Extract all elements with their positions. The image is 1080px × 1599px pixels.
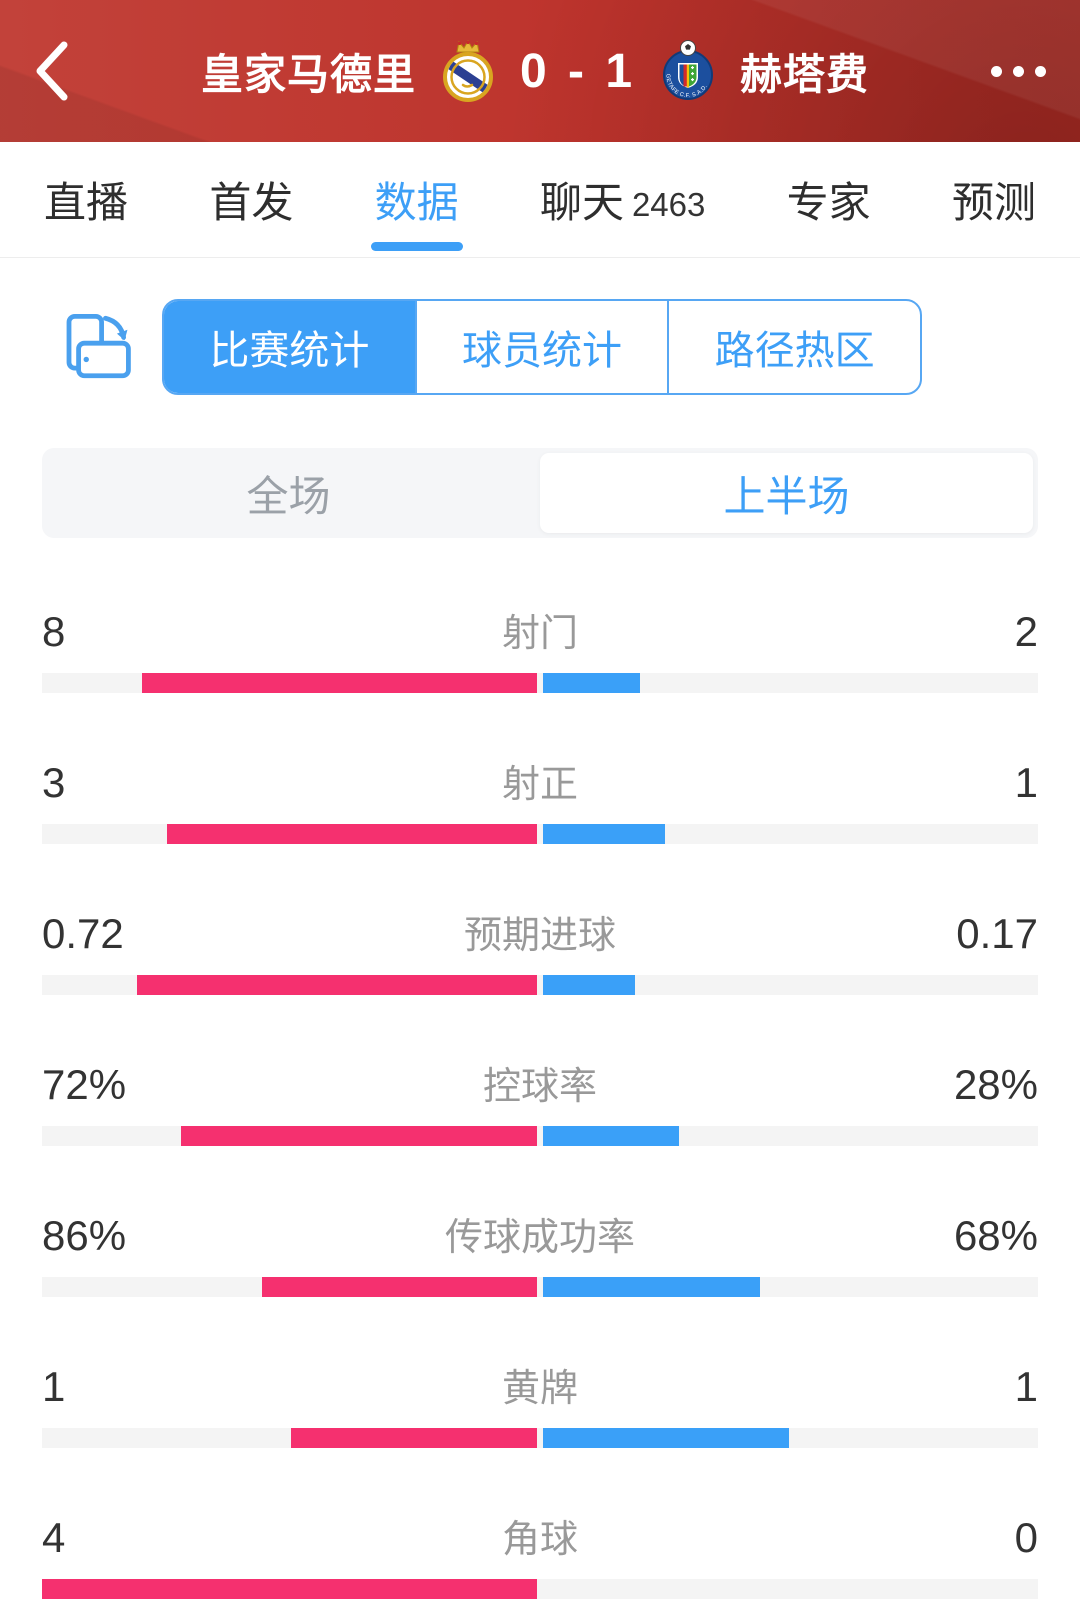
stat-away-value: 1 — [1014, 1363, 1039, 1410]
tab-6[interactable]: 预测 — [952, 142, 1036, 257]
more-dot-icon — [1013, 65, 1024, 77]
period-option-2[interactable]: 上半场 — [540, 453, 1033, 533]
back-icon — [36, 41, 68, 101]
stat-bar-track — [42, 1579, 1038, 1599]
stat-away-value: 68% — [953, 1212, 1039, 1259]
tab-label: 预测 — [951, 179, 1036, 226]
period-option-1[interactable]: 全场 — [246, 472, 331, 520]
stats-list: 8 射门 2 3 射正 1 0.72 预期进球 0.17 72% 控球率 28% 86% 传球成功率 68%… — [0, 602, 1080, 1599]
tab-label: 数据 — [374, 179, 459, 226]
stat-away-value: 0 — [1014, 1514, 1039, 1561]
tab-4[interactable]: 聊天 2463 — [540, 142, 705, 257]
stat-bar-track — [42, 1126, 1038, 1146]
tab-label: 专家 — [786, 179, 871, 226]
tab-label: 首发 — [209, 179, 294, 226]
stat-bar-home — [166, 824, 537, 844]
period-toggle: 全场 上半场 — [42, 448, 1038, 538]
stat-bar-track — [42, 975, 1038, 995]
rotate-screen-icon — [66, 313, 131, 379]
stat-tab-group: 比赛统计 球员统计 路径热区 — [162, 299, 922, 395]
home-team-badge — [442, 39, 493, 102]
stat-label: 射门 — [502, 613, 579, 655]
stat-bar-away — [543, 1277, 760, 1297]
stat-row-3: 0.72 预期进球 0.17 — [42, 904, 1038, 995]
stat-away-value: 1 — [1014, 759, 1039, 806]
stat-label: 射正 — [502, 764, 579, 806]
stat-label: 角球 — [502, 1519, 579, 1561]
tab-label: 聊天 — [539, 179, 624, 226]
stat-bar-home — [141, 673, 537, 693]
stat-bar-track — [42, 1277, 1038, 1297]
stat-bar-track — [42, 673, 1038, 693]
stat-label: 黄牌 — [502, 1368, 579, 1410]
tab-3[interactable]: 数据 — [370, 142, 463, 257]
match-score: 0 - 1 — [519, 44, 637, 98]
tab-bar: 直播 首发 数据 聊天 2463 专家 预测 — [0, 142, 1080, 258]
stat-bar-home — [181, 1126, 537, 1146]
stat-row-4: 72% 控球率 28% — [42, 1055, 1038, 1146]
stat-bar-away — [543, 1126, 680, 1146]
stat-line: 1 黄牌 1 — [42, 1357, 1038, 1412]
more-options-button[interactable] — [976, 31, 1046, 111]
stat-home-value: 86% — [42, 1212, 127, 1259]
stat-home-value: 8 — [42, 608, 66, 655]
stat-bar-track — [42, 1428, 1038, 1448]
stat-line: 4 角球 0 — [42, 1508, 1038, 1563]
stat-tab-3[interactable]: 路径热区 — [667, 301, 920, 393]
stat-away-value: 0.17 — [956, 910, 1039, 957]
away-team-name: 赫塔费 — [740, 50, 870, 98]
stat-row-2: 3 射正 1 — [42, 753, 1038, 844]
stat-bar-track — [42, 824, 1038, 844]
stat-home-value: 0.72 — [42, 910, 124, 957]
stat-away-value: 28% — [953, 1061, 1039, 1108]
stat-bar-away — [543, 975, 636, 995]
more-dot-icon — [991, 65, 1002, 77]
away-team-badge: GETAFE C.F. S.A.D. — [663, 40, 714, 100]
stat-line: 72% 控球率 28% — [42, 1055, 1038, 1110]
stat-bar-away — [543, 824, 665, 844]
back-button[interactable] — [34, 31, 94, 111]
active-tab-underline — [370, 242, 463, 251]
stat-away-value: 2 — [1014, 608, 1039, 655]
stat-line: 0.72 预期进球 0.17 — [42, 904, 1038, 959]
stat-tabs-row: 比赛统计 球员统计 路径热区 — [42, 299, 1038, 395]
stat-row-1: 8 射门 2 — [42, 602, 1038, 693]
more-dot-icon — [1035, 65, 1046, 77]
stat-bar-home — [291, 1428, 537, 1448]
stat-tab-1[interactable]: 比赛统计 — [164, 301, 415, 393]
scoreboard: 皇家马德里 0 - 1 — [94, 39, 976, 103]
stat-label: 传球成功率 — [445, 1217, 636, 1259]
match-header: 皇家马德里 0 - 1 — [0, 0, 1080, 142]
stat-bar-home — [42, 1579, 537, 1599]
stat-bar-away — [543, 673, 640, 693]
stat-home-value: 72% — [42, 1061, 127, 1108]
tab-1[interactable]: 直播 — [44, 142, 128, 257]
stat-tab-2[interactable]: 球员统计 — [414, 301, 668, 393]
stat-bar-home — [137, 975, 537, 995]
tab-5[interactable]: 专家 — [787, 142, 871, 257]
rotate-screen-button[interactable] — [42, 299, 142, 395]
stat-home-value: 1 — [42, 1363, 66, 1410]
tab-2[interactable]: 首发 — [209, 142, 293, 257]
stat-bar-home — [261, 1277, 537, 1297]
stat-home-value: 3 — [42, 759, 66, 806]
stat-row-6: 1 黄牌 1 — [42, 1357, 1038, 1448]
stat-line: 3 射正 1 — [42, 753, 1038, 808]
stat-line: 86% 传球成功率 68% — [42, 1206, 1038, 1261]
stat-home-value: 4 — [42, 1514, 66, 1561]
stat-label: 控球率 — [483, 1066, 598, 1108]
stat-row-5: 86% 传球成功率 68% — [42, 1206, 1038, 1297]
stat-row-7: 4 角球 0 — [42, 1508, 1038, 1599]
stat-label: 预期进球 — [464, 915, 617, 957]
stat-line: 8 射门 2 — [42, 602, 1038, 657]
home-team-name: 皇家马德里 — [200, 50, 416, 98]
tab-label: 直播 — [44, 179, 129, 226]
stat-bar-away — [543, 1428, 789, 1448]
tab-chat-count: 2463 — [631, 185, 706, 223]
